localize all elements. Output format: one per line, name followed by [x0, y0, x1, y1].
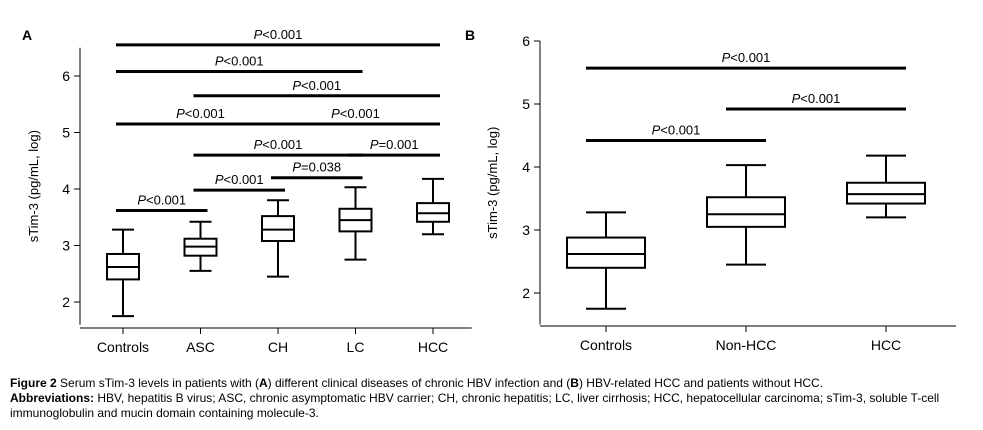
p-value-label: P<0.001: [292, 78, 341, 93]
y-tick-label: 6: [522, 33, 530, 49]
p-value-label: P<0.001: [652, 123, 701, 138]
x-tick-label: HCC: [871, 337, 901, 353]
y-axis-label: sTim-3 (pg/mL, log): [485, 127, 500, 239]
p-value-label: P<0.001: [722, 50, 771, 65]
y-tick-label: 4: [522, 159, 530, 175]
p-value-label: P<0.001: [792, 91, 841, 106]
panel-b-label: B: [465, 27, 475, 43]
y-tick-label: 4: [62, 181, 70, 197]
y-tick-label: 6: [62, 68, 70, 84]
figure-text: Serum sTim-3 levels in patients with (A)…: [60, 376, 824, 390]
p-value-label: P<0.001: [215, 172, 264, 187]
box: [566, 236, 646, 269]
panel-a: A 2 3 4 5 6 sTim-3 (pg/mL, log) Controls ASC CH L…: [22, 27, 472, 355]
y-tick-label: 3: [522, 222, 530, 238]
p-value-label: P<0.001: [137, 192, 186, 207]
abbreviations-line: Abbreviations: HBV, hepatitis B virus; A…: [10, 391, 975, 421]
box: [706, 196, 786, 228]
p-value-label: P<0.001: [215, 53, 264, 68]
panel-a-label: A: [22, 27, 32, 43]
p-value-label: P<0.001: [331, 106, 380, 121]
p-value-label: P<0.001: [254, 27, 303, 42]
abbreviations-text: HBV, hepatitis B virus; ASC, chronic asy…: [10, 391, 940, 420]
box: [261, 215, 295, 242]
panel-ref: B: [570, 376, 579, 390]
y-tick-label: 2: [62, 294, 70, 310]
x-tick-label: Controls: [97, 339, 149, 355]
x-tick-label: HCC: [418, 339, 448, 355]
panel-b: B 2 3 4 5 6 sTim-3 (pg/mL, log) Controls Non-HC…: [465, 27, 956, 353]
y-tick-label: 5: [62, 125, 70, 141]
x-tick-label: ASC: [186, 339, 215, 355]
figure-caption: Figure 2 Serum sTim-3 levels in patients…: [10, 376, 975, 421]
y-tick-label: 3: [62, 238, 70, 254]
abbreviations-label: Abbreviations:: [10, 391, 95, 405]
x-tick-label: CH: [268, 339, 288, 355]
y-axis-label: sTim-3 (pg/mL, log): [26, 130, 41, 242]
panel-ref: A: [258, 376, 268, 390]
p-value-label: P=0.001: [370, 137, 419, 152]
x-tick-label: LC: [347, 339, 365, 355]
y-tick-label: 5: [522, 96, 530, 112]
p-value-label: P<0.001: [254, 137, 303, 152]
y-tick-label: 2: [522, 285, 530, 301]
x-tick-label: Non-HCC: [716, 337, 777, 353]
p-value-label: P=0.038: [292, 160, 341, 175]
p-value-label: P<0.001: [176, 106, 225, 121]
figure-label: Figure 2: [10, 376, 57, 390]
caption-line: Figure 2 Serum sTim-3 levels in patients…: [10, 376, 975, 391]
figure: A 2 3 4 5 6 sTim-3 (pg/mL, log) Controls ASC CH L…: [22, 27, 956, 355]
x-tick-label: Controls: [580, 337, 632, 353]
